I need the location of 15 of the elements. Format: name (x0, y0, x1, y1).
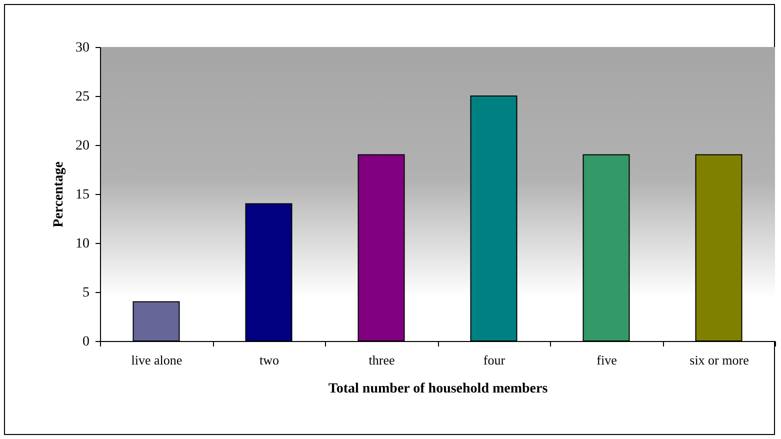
x-tick-label: five (596, 352, 618, 368)
x-tick-label: two (260, 352, 279, 368)
x-tick-label: live alone (131, 352, 182, 368)
y-tick-label: 5 (82, 286, 90, 300)
x-tick-label: three (368, 352, 395, 368)
x-axis-title: Total number of household members (328, 382, 548, 396)
x-tick-label: four (483, 352, 506, 368)
y-tick-label: 15 (76, 188, 90, 202)
y-axis-title: Percentage (52, 162, 66, 228)
x-tick-label: six or more (690, 352, 750, 368)
y-tick-label: 25 (76, 90, 90, 104)
y-tick-label: 20 (76, 138, 90, 154)
y-tick-label: 30 (76, 40, 90, 56)
y-tick-label: 0 (82, 334, 90, 350)
y-tick-label: 10 (76, 236, 90, 252)
